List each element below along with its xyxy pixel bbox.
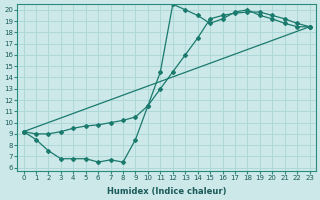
X-axis label: Humidex (Indice chaleur): Humidex (Indice chaleur) — [107, 187, 226, 196]
